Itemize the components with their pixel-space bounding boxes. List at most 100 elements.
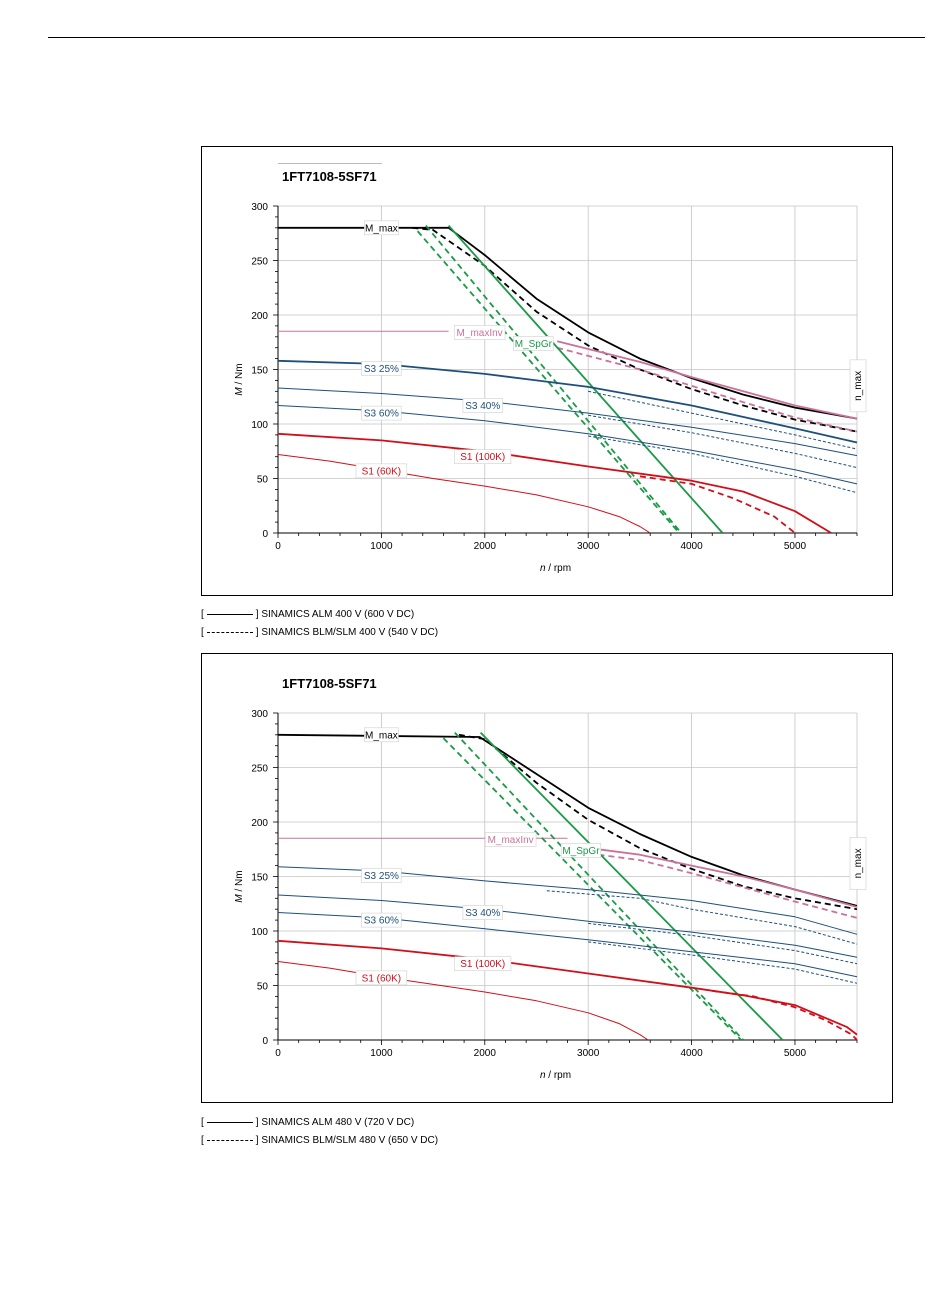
torque-chart-1: 1FT7108-5SF71 0 50 100 150 200 250 300 0 1000 200… xyxy=(201,146,893,596)
y-tick-label: 50 xyxy=(257,982,269,993)
x-axis-title-symbol: n xyxy=(540,1070,546,1081)
series-line-s3-dashed xyxy=(588,390,858,450)
legend-bracket-open: [ xyxy=(201,1117,204,1128)
curve-label-m-spgr-box xyxy=(513,336,554,351)
series-group xyxy=(278,225,858,533)
series-line-maxinv-dashed xyxy=(598,853,858,919)
series-line-s1-solid xyxy=(278,432,832,533)
x-tick-label: 4000 xyxy=(680,541,703,552)
x-tick-label: 3000 xyxy=(577,1048,600,1059)
y-axis-title-unit: / Nm xyxy=(234,363,245,387)
curve-label-s3-40-box xyxy=(462,905,503,920)
legend-bracket-close: ] xyxy=(255,627,259,638)
curve-label-m-spgr: M_SpGr xyxy=(562,846,600,857)
y-axis-title-symbol: M xyxy=(234,894,245,903)
y-tick-label: 200 xyxy=(251,818,268,829)
legend-bracket-close: ] xyxy=(255,1135,259,1146)
nmax-label: n_max xyxy=(853,371,864,401)
nmax-label: n_max xyxy=(853,848,864,878)
series-line-s3-dashed xyxy=(588,414,858,469)
series-line-s3-dashed xyxy=(588,435,858,494)
chart-title-rule xyxy=(278,163,382,164)
x-axis-title-unit: / rpm xyxy=(546,563,572,574)
x-axis-title: n / rpm xyxy=(540,563,571,574)
legend-entry-dashed: [] SINAMICS BLM/SLM 480 V (650 V DC) xyxy=(201,1134,438,1148)
curve-label-s3-60: S3 60% xyxy=(364,916,399,927)
curve-label-s1-60k: S1 (60K) xyxy=(362,973,401,984)
page-top-rule xyxy=(48,37,925,38)
series-line-s3-solid xyxy=(278,894,858,958)
curve-label-m-maxinv-box xyxy=(453,325,506,340)
series-line-s3-dashed xyxy=(546,890,858,945)
series-line-mmax-dashed xyxy=(458,733,858,911)
curve-label-s3-60: S3 60% xyxy=(364,409,399,420)
series-line-s3-dashed xyxy=(588,922,858,965)
legend-dashed-line xyxy=(206,1139,253,1141)
legend-entry-solid: [] SINAMICS ALM 480 V (720 V DC) xyxy=(201,1116,414,1130)
series-line-spgr-dashed xyxy=(425,225,682,533)
y-axis-title-symbol: M xyxy=(234,387,245,396)
x-tick-label: 5000 xyxy=(784,1048,807,1059)
series-line-spgr-solid xyxy=(479,731,784,1040)
legend-bracket-open: [ xyxy=(201,609,204,620)
legend-label: SINAMICS ALM 400 V (600 V DC) xyxy=(261,609,415,620)
legend-bracket-close: ] xyxy=(255,609,259,620)
y-tick-label: 250 xyxy=(251,257,268,268)
curve-label-s1-100k-box xyxy=(454,956,512,972)
y-tick-label: 50 xyxy=(257,475,269,486)
series-line-maxinv-dashed xyxy=(556,346,858,433)
curve-label-s3-40: S3 40% xyxy=(465,401,500,412)
curve-label-s3-25: S3 25% xyxy=(364,364,399,375)
x-axis-title: n / rpm xyxy=(540,1070,571,1081)
y-tick-label: 300 xyxy=(251,202,268,213)
y-tick-label: 100 xyxy=(251,420,268,431)
legend-dashed-line xyxy=(206,631,253,633)
series-line-spgr-solid xyxy=(447,225,724,533)
curve-label-s3-60-box xyxy=(361,405,402,421)
chart-title: 1FT7108-5SF71 xyxy=(282,169,377,184)
legend-bracket-close: ] xyxy=(255,1117,259,1128)
series-line-s3-dashed xyxy=(588,941,858,984)
curve-label-m-max-box xyxy=(364,727,399,743)
series-line-s1-solid xyxy=(278,939,858,1036)
curve-label-s1-60k-box xyxy=(355,970,408,986)
y-tick-label: 0 xyxy=(262,1036,268,1047)
curve-label-m-spgr: M_SpGr xyxy=(515,339,553,350)
x-tick-label: 2000 xyxy=(474,1048,497,1059)
legend-label: SINAMICS BLM/SLM 400 V (540 V DC) xyxy=(261,627,439,638)
legend-bracket-open: [ xyxy=(201,1135,204,1146)
x-tick-label: 0 xyxy=(275,1048,281,1059)
series-line-spgr-dashed xyxy=(442,737,742,1040)
y-tick-label: 0 xyxy=(262,529,268,540)
legend-solid-line xyxy=(206,613,253,615)
series-line-maxinv-solid xyxy=(598,848,858,908)
legend-solid-line xyxy=(206,1121,253,1123)
curve-label-s3-60-box xyxy=(361,912,402,928)
y-tick-label: 150 xyxy=(251,873,268,884)
curve-label-m-maxinv-box xyxy=(484,832,537,847)
chart-title: 1FT7108-5SF71 xyxy=(282,676,377,691)
series-line-s1-dashed xyxy=(639,475,796,533)
legend-entry-dashed: [] SINAMICS BLM/SLM 400 V (540 V DC) xyxy=(201,626,438,640)
curve-label-m-maxinv: M_maxInv xyxy=(488,835,534,846)
series-group xyxy=(278,731,858,1040)
curve-label-m-max: M_max xyxy=(365,223,398,234)
x-tick-label: 4000 xyxy=(680,1048,703,1059)
legend-bracket-open: [ xyxy=(201,627,204,638)
legend-label: SINAMICS BLM/SLM 480 V (650 V DC) xyxy=(261,1135,439,1146)
curve-label-s3-25-box xyxy=(361,361,402,376)
y-tick-label: 200 xyxy=(251,311,268,322)
curve-label-m-spgr-box xyxy=(560,843,602,858)
series-line-maxinv-solid xyxy=(556,340,858,420)
x-tick-label: 1000 xyxy=(370,541,393,552)
series-line-mmax-solid xyxy=(278,226,858,420)
legend-label: SINAMICS ALM 480 V (720 V DC) xyxy=(261,1117,415,1128)
x-tick-label: 2000 xyxy=(474,541,497,552)
curve-label-m-max-box xyxy=(364,220,399,236)
curve-label-s3-40: S3 40% xyxy=(465,908,500,919)
curve-label-m-maxinv: M_maxInv xyxy=(457,328,503,339)
nmax-label-box xyxy=(849,837,867,890)
y-tick-label: 150 xyxy=(251,366,268,377)
nmax-label-box xyxy=(849,359,867,413)
